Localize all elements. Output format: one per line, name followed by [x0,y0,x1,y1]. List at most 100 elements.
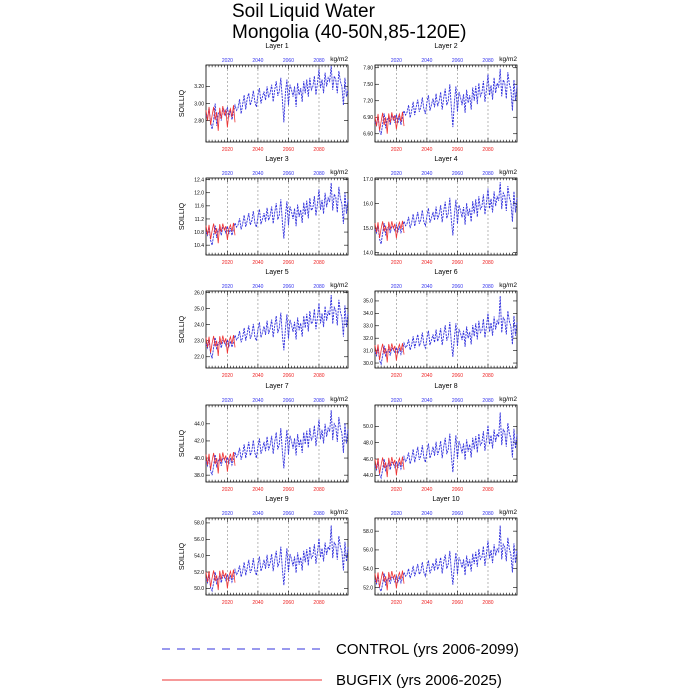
panel-ylabel: SOILLIQ [179,315,186,343]
panel-unit: kg/m2 [330,282,348,289]
y-tick-label: 26.0 [194,290,204,296]
panel-layer-8: Layer 8 kg/m2 2020 2020 2040 2040 2060 2060 2080… [363,383,518,493]
x-tick-label-top: 2020 [391,58,402,64]
x-tick-label-top: 2060 [452,58,463,64]
y-tick-label: 46.0 [363,457,373,463]
y-tick-label: 56.0 [363,548,373,554]
series-line-control [374,295,518,366]
y-tick-label: 25.0 [194,306,204,312]
x-tick-label-top: 2040 [421,398,432,404]
y-tick-label: 54.0 [194,553,204,559]
y-tick-label: 16.0 [363,201,373,207]
x-tick-label-top: 2040 [421,171,432,177]
y-tick-label: 12.0 [194,191,204,197]
x-tick-label-top: 2040 [252,58,263,64]
chart-title-line1: Soil Liquid Water [232,1,376,22]
y-tick-label: 30.0 [363,361,373,367]
x-tick-label-bottom: 2060 [452,260,463,266]
x-tick-label-bottom: 2080 [482,487,493,493]
x-tick-label-top: 2020 [222,398,233,404]
y-tick-label: 12.4 [194,177,204,183]
x-tick-label-bottom: 2020 [222,260,233,266]
x-tick-label-bottom: 2060 [283,487,294,493]
y-tick-label: 10.4 [194,243,204,249]
y-tick-label: 58.0 [363,529,373,535]
y-tick-label: 11.2 [195,217,205,223]
y-tick-label: 24.0 [194,322,204,328]
x-tick-label-bottom: 2080 [313,600,324,606]
x-tick-label-bottom: 2060 [452,600,463,606]
x-tick-label-bottom: 2040 [421,373,432,379]
x-tick-label-top: 2020 [222,511,233,517]
x-tick-label-top: 2020 [222,171,233,177]
x-tick-label-top: 2060 [283,398,294,404]
x-tick-label-bottom: 2020 [391,260,402,266]
x-tick-label-bottom: 2060 [283,147,294,153]
x-tick-label-bottom: 2060 [452,487,463,493]
y-tick-label: 48.0 [363,440,373,446]
y-tick-label: 3.00 [194,101,204,107]
y-tick-label: 35.0 [363,299,373,305]
x-tick-label-bottom: 2040 [421,487,432,493]
series-line-bugfix [205,569,236,591]
y-tick-label: 44.0 [363,473,373,479]
x-tick-label-top: 2060 [283,58,294,64]
x-tick-label-top: 2080 [482,284,493,290]
panel-layer-6: Layer 6 kg/m2 2020 2020 2040 2040 2060 2060 2080… [363,269,518,379]
x-tick-label-bottom: 2040 [252,373,263,379]
panel-frame [205,177,349,256]
y-tick-label: 54.0 [363,567,373,573]
x-tick-label-top: 2060 [283,511,294,517]
panel-layer-2: Layer 2 kg/m2 2020 2020 2040 2040 2060 2060 2080… [363,43,518,153]
y-tick-label: 22.0 [194,355,204,361]
y-tick-label: 38.0 [194,473,204,479]
panel-title: Layer 8 [434,383,457,390]
panel-title: Layer 5 [265,269,288,276]
series-line-bugfix [205,105,236,131]
y-tick-label: 58.0 [194,521,204,527]
series-line-control [374,182,518,245]
panel-unit: kg/m2 [330,169,348,176]
x-tick-label-bottom: 2060 [283,260,294,266]
x-tick-label-bottom: 2040 [421,260,432,266]
panel-unit: kg/m2 [330,396,348,403]
y-tick-label: 2.80 [194,118,204,124]
series-line-bugfix [374,220,405,241]
x-tick-label-bottom: 2080 [313,487,324,493]
panel-title: Layer 7 [265,383,288,390]
series-line-control [374,412,518,480]
x-tick-label-top: 2060 [283,171,294,177]
y-tick-label: 40.0 [194,456,204,462]
chart-title-line2: Mongolia (40-50N,85-120E) [232,22,466,43]
x-tick-label-top: 2040 [252,284,263,290]
y-tick-label: 23.0 [194,339,204,345]
y-tick-label: 3.20 [194,84,204,90]
y-tick-label: 50.0 [363,424,373,430]
x-tick-label-bottom: 2020 [391,600,402,606]
panel-frame [374,290,518,369]
y-tick-label: 15.0 [363,226,373,232]
legend-control-label: CONTROL (yrs 2006-2099) [336,641,519,658]
panel-title: Layer 4 [434,156,457,163]
panel-ylabel: SOILLIQ [179,89,186,117]
x-tick-label-top: 2020 [391,511,402,517]
x-tick-label-bottom: 2040 [252,147,263,153]
legend: CONTROL (yrs 2006-2099) BUGFIX (yrs 2006… [162,641,519,689]
panel-title: Layer 10 [432,496,459,503]
y-tick-label: 34.0 [363,311,373,317]
y-tick-label: 31.0 [363,348,373,354]
legend-bugfix-label: BUGFIX (yrs 2006-2025) [336,672,502,689]
series-line-bugfix [205,222,236,244]
series-line-bugfix [205,451,236,474]
x-tick-label-top: 2060 [283,284,294,290]
y-tick-label: 7.20 [363,99,373,105]
x-tick-label-bottom: 2080 [482,600,493,606]
y-tick-label: 50.0 [194,586,204,592]
x-tick-label-bottom: 2060 [452,373,463,379]
series-line-control [374,525,518,593]
x-tick-label-bottom: 2020 [222,600,233,606]
x-tick-label-top: 2080 [482,58,493,64]
x-tick-label-top: 2020 [222,284,233,290]
x-tick-label-top: 2040 [252,511,263,517]
x-tick-label-top: 2040 [421,511,432,517]
